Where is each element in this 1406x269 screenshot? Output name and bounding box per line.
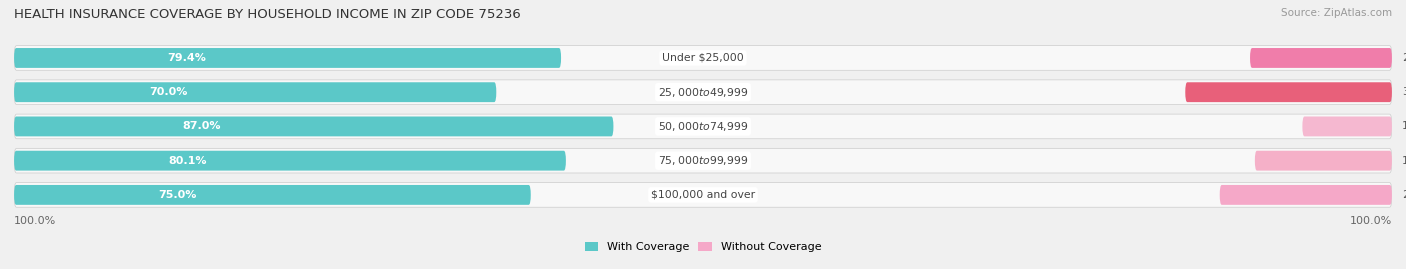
Text: 30.0%: 30.0% [1402, 87, 1406, 97]
Text: $25,000 to $49,999: $25,000 to $49,999 [658, 86, 748, 99]
FancyBboxPatch shape [14, 148, 1392, 173]
FancyBboxPatch shape [1250, 48, 1392, 68]
Text: 70.0%: 70.0% [149, 87, 187, 97]
FancyBboxPatch shape [14, 46, 1392, 70]
FancyBboxPatch shape [14, 185, 531, 205]
FancyBboxPatch shape [14, 183, 1392, 207]
Text: 25.0%: 25.0% [1402, 190, 1406, 200]
FancyBboxPatch shape [14, 114, 1392, 139]
FancyBboxPatch shape [14, 48, 561, 68]
Text: $50,000 to $74,999: $50,000 to $74,999 [658, 120, 748, 133]
Text: 75.0%: 75.0% [159, 190, 197, 200]
Text: 79.4%: 79.4% [167, 53, 207, 63]
FancyBboxPatch shape [14, 82, 496, 102]
FancyBboxPatch shape [1185, 82, 1392, 102]
Text: 100.0%: 100.0% [1350, 215, 1392, 226]
Text: Under $25,000: Under $25,000 [662, 53, 744, 63]
Text: 100.0%: 100.0% [14, 215, 56, 226]
Text: Source: ZipAtlas.com: Source: ZipAtlas.com [1281, 8, 1392, 18]
Text: 87.0%: 87.0% [181, 121, 221, 132]
Text: 80.1%: 80.1% [169, 156, 207, 166]
Text: $75,000 to $99,999: $75,000 to $99,999 [658, 154, 748, 167]
Text: 13.0%: 13.0% [1402, 121, 1406, 132]
Text: $100,000 and over: $100,000 and over [651, 190, 755, 200]
Text: 19.9%: 19.9% [1402, 156, 1406, 166]
Text: HEALTH INSURANCE COVERAGE BY HOUSEHOLD INCOME IN ZIP CODE 75236: HEALTH INSURANCE COVERAGE BY HOUSEHOLD I… [14, 8, 520, 21]
Legend: With Coverage, Without Coverage: With Coverage, Without Coverage [581, 237, 825, 256]
FancyBboxPatch shape [14, 151, 565, 171]
FancyBboxPatch shape [1220, 185, 1392, 205]
Text: 20.6%: 20.6% [1402, 53, 1406, 63]
FancyBboxPatch shape [1302, 116, 1392, 136]
FancyBboxPatch shape [14, 80, 1392, 105]
FancyBboxPatch shape [14, 116, 613, 136]
FancyBboxPatch shape [1254, 151, 1392, 171]
